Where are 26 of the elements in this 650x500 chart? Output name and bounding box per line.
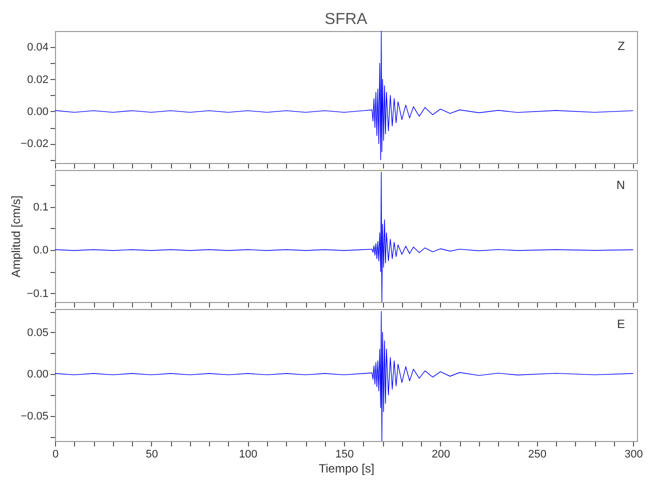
y-tick-label: 0.1 (33, 201, 48, 214)
x-tick-label: 50 (146, 448, 158, 460)
line-series (55, 172, 634, 302)
chart-title: SFRA (324, 11, 368, 28)
y-tick-label: 0.00 (27, 106, 48, 118)
y-tick-label: 0.05 (27, 326, 48, 339)
y-tick-label: 0.00 (27, 368, 48, 381)
annotation: Z (618, 39, 625, 53)
y-tick-label: −0.1 (26, 288, 48, 300)
x-tick-label: 150 (335, 448, 354, 460)
y-tick-label: −0.02 (20, 138, 48, 150)
y-tick-label: 0.0 (33, 244, 48, 257)
x-tick-label: 100 (239, 448, 258, 460)
x-tick-label: 250 (528, 448, 546, 460)
y-tick-label: 0.02 (27, 74, 48, 86)
x-tick-label: 200 (432, 448, 450, 460)
line-series (55, 311, 634, 441)
annotation: N (616, 178, 625, 192)
y-tick-label: −0.05 (20, 410, 48, 422)
annotation: E (616, 317, 625, 331)
x-tick-label: 0 (52, 448, 59, 460)
x-axis-title: Tiempo [s] (318, 462, 374, 476)
line-series (55, 31, 634, 160)
y-tick-label: 0.04 (27, 42, 48, 54)
y-axis-title: Amplitud [cm/s] (8, 195, 23, 278)
x-tick-label: 300 (624, 448, 643, 460)
